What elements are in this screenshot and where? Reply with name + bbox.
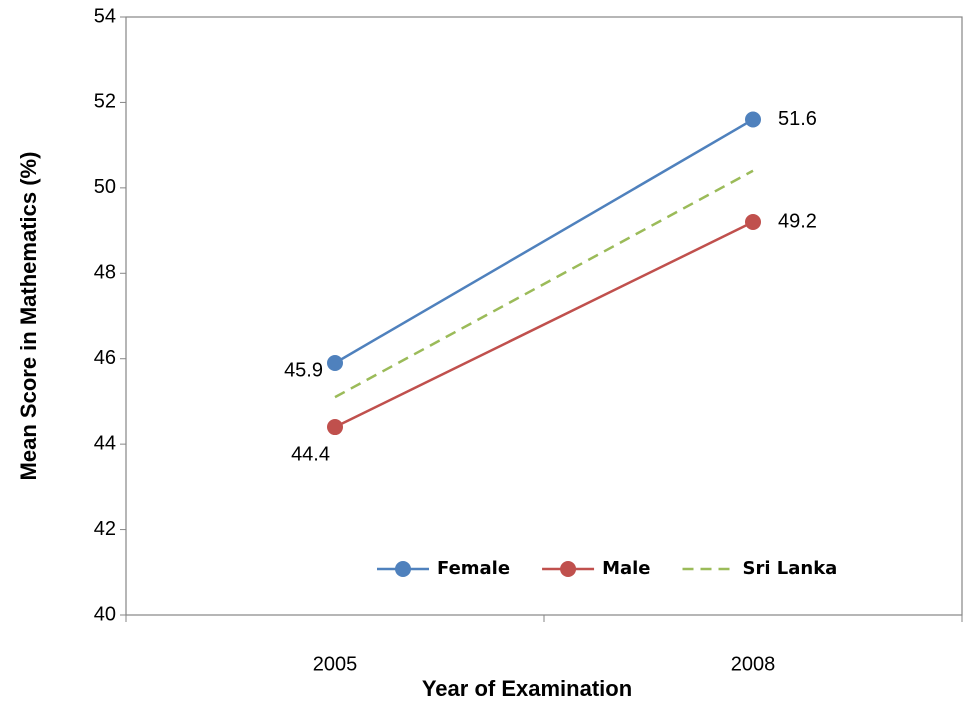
y-tick-label: 40 — [94, 603, 116, 625]
y-tick-label: 48 — [94, 262, 116, 284]
x-tick-label: 2005 — [313, 653, 358, 675]
x-tick-label: 2008 — [731, 653, 776, 675]
y-tick-label: 42 — [94, 518, 116, 540]
data-label: 44.4 — [291, 443, 330, 465]
marker — [745, 214, 761, 231]
data-label: 49.2 — [778, 210, 817, 232]
data-label: 45.9 — [284, 359, 323, 381]
data-label: 51.6 — [778, 108, 817, 130]
legend-marker — [560, 561, 577, 577]
y-tick-label: 46 — [94, 347, 116, 369]
legend-marker — [395, 561, 411, 577]
marker — [327, 354, 343, 371]
marker — [327, 419, 343, 436]
y-tick-label: 50 — [94, 176, 116, 198]
y-axis-title: Mean Score in Mathematics (%) — [16, 152, 41, 481]
y-tick-label: 44 — [94, 432, 116, 454]
series-line — [334, 118, 754, 365]
y-tick-label: 52 — [94, 91, 116, 113]
series-line — [334, 220, 754, 429]
legend-label: Male — [602, 558, 650, 579]
y-tick-label: 54 — [94, 5, 116, 27]
legend-label: Female — [437, 558, 510, 579]
marker — [745, 111, 761, 128]
series-line — [334, 169, 754, 399]
plot-border — [125, 16, 963, 616]
legend-label: Sri Lanka — [743, 558, 838, 579]
x-axis-title: Year of Examination — [422, 676, 632, 701]
